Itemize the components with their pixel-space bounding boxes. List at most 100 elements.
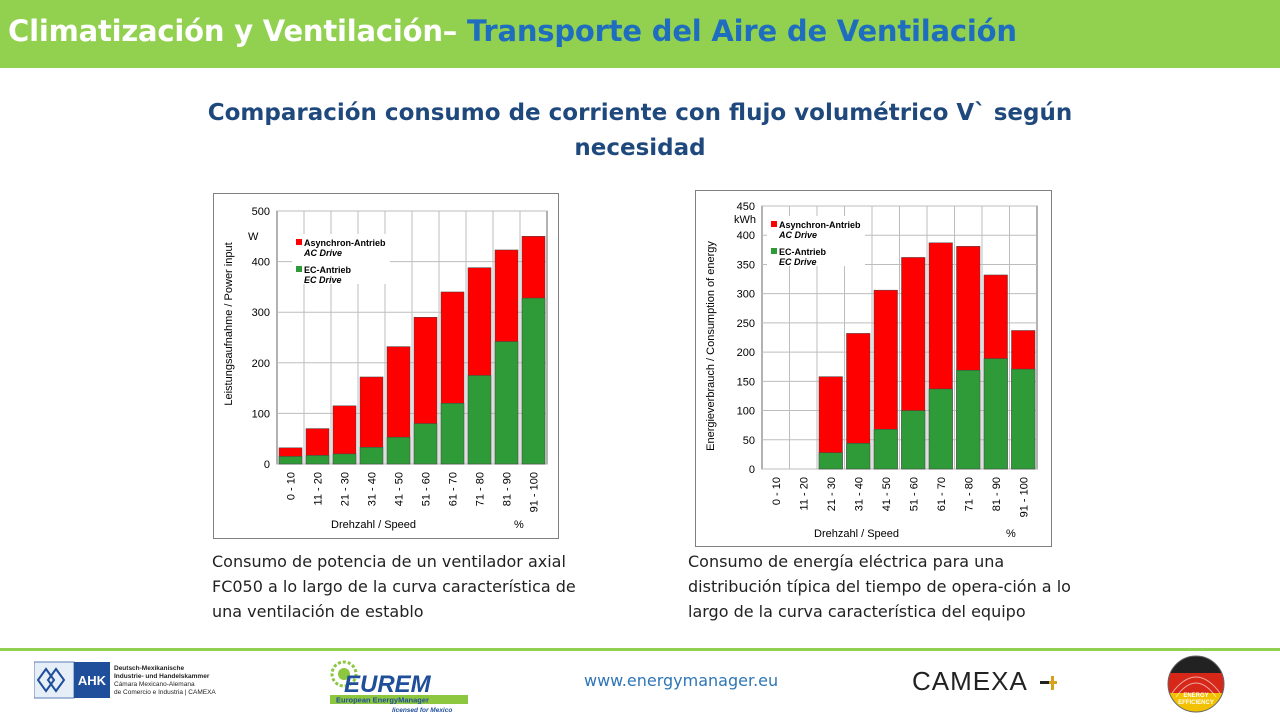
- chart0-bar-ec: [467, 375, 492, 465]
- chart1-xunit: %: [1006, 528, 1016, 540]
- chart0-legend-ac-sub: AC Drive: [303, 248, 342, 258]
- chart0-legend-ac-name: Asynchron-Antrieb: [304, 238, 386, 248]
- chart1-bar-ec: [873, 429, 898, 470]
- chart0-ytick-label: 0: [264, 459, 270, 471]
- chart0-xtick-label: 31 - 40: [367, 472, 379, 506]
- chart1-legend-ec-name: EC-Antrieb: [779, 247, 827, 257]
- chart0-ytick-label: 200: [252, 358, 270, 370]
- chart1-legend-ec-sub: EC Drive: [779, 257, 817, 267]
- chart1-legend-swatch-ec: [771, 248, 777, 254]
- chart1-bar-ec: [1011, 368, 1036, 470]
- energy-efficiency-badge[interactable]: ENERGY EFFICIENCY: [1166, 653, 1226, 715]
- title-part1: Climatización y Ventilación–: [8, 14, 467, 48]
- chart0-legend-ec-name: EC-Antrieb: [304, 265, 352, 275]
- chart0-bar-ec: [332, 453, 357, 465]
- caption-right: Consumo de energía eléctrica para una di…: [688, 552, 1071, 621]
- ahk-line2: Industrie- und Handelskammer: [114, 673, 210, 680]
- chart-energy-consumption-svg: Energieverbrauch / Consumption of energy…: [705, 201, 1038, 540]
- chart0-xtick-label: 21 - 30: [340, 472, 352, 506]
- chart1-xtick-label: 51 - 60: [908, 477, 920, 511]
- chart0-bar-ec: [278, 456, 303, 465]
- chart-power-input: Leistungsaufnahme / Power input W Drehza…: [213, 193, 559, 539]
- camexa-logo[interactable]: CAMEXA: [912, 664, 1062, 698]
- camexa-text: CAMEXA: [912, 666, 1028, 696]
- chart0-xlabel: Drehzahl / Speed: [331, 519, 416, 531]
- chart1-ytick-label: 0: [749, 464, 755, 476]
- website-link[interactable]: www.energymanager.eu: [584, 671, 779, 690]
- chart0-ytick-label: 400: [252, 257, 270, 269]
- chart1-xtick-label: 41 - 50: [881, 477, 893, 511]
- chart0-bar-ec: [305, 455, 330, 465]
- chart1-legend-ac-name: Asynchron-Antrieb: [779, 220, 861, 230]
- chart0-xtick-label: 81 - 90: [502, 472, 514, 506]
- chart0-legend-bg: [292, 234, 390, 284]
- chart1-xtick-label: 0 - 10: [771, 477, 783, 505]
- chart0-ytick-label: 100: [252, 408, 270, 420]
- chart1-xtick-label: 21 - 30: [826, 477, 838, 511]
- chart1-ytick-label: 450: [737, 201, 755, 213]
- chart1-legend-bg: [767, 216, 865, 266]
- chart1-legend-swatch-ac: [771, 221, 777, 227]
- chart1-bar-ec: [983, 358, 1008, 470]
- footer-divider: [0, 648, 1280, 651]
- chart1-xtick-label: 61 - 70: [936, 477, 948, 511]
- chart0-legend-swatch-ac: [296, 239, 302, 245]
- chart-power-input-svg: Leistungsaufnahme / Power input W Drehza…: [223, 206, 548, 531]
- chart0-xtick-label: 51 - 60: [421, 472, 433, 506]
- slide-subtitle: Comparación consumo de corriente con flu…: [207, 100, 1073, 161]
- camexa-plus-horizontal: [1049, 681, 1057, 684]
- ahk-short: AHK: [78, 673, 107, 688]
- ahk-line1: Deutsch-Mexikanische: [114, 665, 184, 672]
- eurem-logo[interactable]: EUREM European EnergyManager licensed fo…: [322, 654, 472, 714]
- chart0-ytick-label: 500: [252, 206, 270, 218]
- chart1-ylabel: Energieverbrauch / Consumption of energy: [705, 241, 717, 451]
- chart1-ytick-label: 50: [743, 435, 755, 447]
- chart1-bar-ec: [928, 388, 953, 470]
- chart0-xtick-label: 61 - 70: [448, 472, 460, 506]
- chart0-legend-ec-sub: EC Drive: [304, 275, 342, 285]
- chart0-bar-ec: [440, 403, 465, 465]
- chart0-unit: W: [248, 231, 259, 243]
- chart1-bar-ec: [956, 369, 981, 470]
- chart1-ytick-label: 300: [737, 289, 755, 301]
- chart1-unit: kWh: [734, 214, 756, 226]
- camexa-dash: [1040, 681, 1049, 684]
- chart1-xtick-label: 81 - 90: [991, 477, 1003, 511]
- chart1-ytick-label: 100: [737, 406, 755, 418]
- chart1-xtick-label: 71 - 80: [963, 477, 975, 511]
- chart1-ytick-label: 150: [737, 376, 755, 388]
- chart1-ytick-label: 350: [737, 259, 755, 271]
- chart1-bar-ec: [901, 410, 926, 470]
- badge-line1: ENERGY: [1183, 693, 1208, 699]
- header-bar: Climatización y Ventilación– Transporte …: [0, 0, 1280, 68]
- chart1-legend-ac-sub: AC Drive: [778, 230, 817, 240]
- chart1-xtick-label: 91 - 100: [1018, 477, 1030, 517]
- chart-energy-consumption: Energieverbrauch / Consumption of energy…: [695, 190, 1052, 547]
- chart0-xtick-label: 91 - 100: [529, 472, 541, 512]
- ahk-line3: Cámara Mexicano-Alemana: [114, 681, 195, 688]
- chart1-ytick-label: 250: [737, 318, 755, 330]
- caption-left: Consumo de potencia de un ventilador axi…: [212, 552, 576, 621]
- chart0-bar-ec: [413, 423, 438, 465]
- title-part2: Transporte del Aire de Ventilación: [466, 14, 1017, 48]
- chart0-xtick-label: 0 - 10: [286, 472, 298, 500]
- chart0-bar-ec: [521, 297, 546, 465]
- ahk-logo[interactable]: AHK Deutsch-Mexikanische Industrie- und …: [33, 661, 224, 699]
- chart0-ylabel: Leistungsaufnahme / Power input: [223, 242, 235, 405]
- chart1-ytick-label: 200: [737, 347, 755, 359]
- badge-line2: EFFICIENCY: [1178, 700, 1214, 706]
- ahk-line4: de Comercio e Industria | CAMEXA: [114, 689, 216, 696]
- chart1-bar-ec: [846, 443, 871, 470]
- chart0-ytick-label: 300: [252, 307, 270, 319]
- chart0-bar-ec: [359, 447, 384, 465]
- chart0-xtick-label: 41 - 50: [394, 472, 406, 506]
- chart0-xunit: %: [514, 519, 524, 531]
- chart1-ytick-label: 400: [737, 230, 755, 242]
- chart0-xtick-label: 71 - 80: [475, 472, 487, 506]
- chart1-xlabel: Drehzahl / Speed: [814, 528, 899, 540]
- chart1-bar-ec: [818, 452, 843, 470]
- chart0-bar-ec: [386, 436, 411, 465]
- eurem-name: EUREM: [344, 671, 432, 698]
- chart1-xtick-label: 11 - 20: [798, 477, 810, 510]
- chart0-xtick-label: 11 - 20: [313, 472, 325, 505]
